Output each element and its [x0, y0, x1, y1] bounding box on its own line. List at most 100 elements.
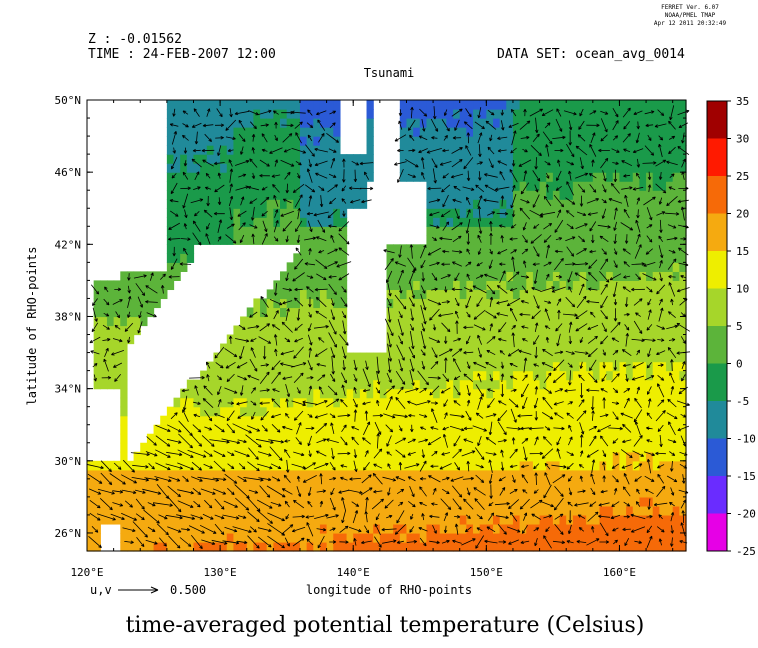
map-cell: [612, 199, 621, 209]
map-cell: [512, 145, 521, 155]
map-cell: [492, 145, 501, 155]
map-cell: [299, 163, 308, 173]
map-cell: [353, 181, 361, 191]
map-cell: [246, 118, 254, 128]
velocity-vector: [485, 413, 497, 418]
velocity-vector: [404, 387, 419, 393]
map-cell: [439, 235, 447, 245]
map-cell: [206, 154, 215, 164]
velocity-vector: [341, 510, 346, 524]
velocity-vector: [485, 452, 497, 456]
map-cell: [173, 532, 181, 543]
velocity-vector: [568, 487, 573, 496]
velocity-vector: [179, 262, 192, 266]
map-cell: [619, 343, 627, 354]
map-cell: [572, 154, 581, 164]
velocity-vector: [420, 349, 426, 356]
map-cell: [612, 388, 621, 399]
map-cell: [200, 505, 208, 516]
velocity-vector: [439, 161, 452, 166]
map-cell: [559, 415, 567, 426]
map-cell: [532, 388, 541, 399]
map-cell: [333, 163, 341, 173]
map-cell: [393, 505, 401, 516]
map-cell: [506, 469, 514, 480]
map-cell: [506, 541, 514, 552]
velocity-vector: [359, 186, 374, 191]
velocity-vector: [145, 539, 158, 545]
map-cell: [433, 262, 441, 272]
map-cell: [319, 496, 328, 507]
velocity-vector: [327, 184, 338, 193]
velocity-vector: [398, 120, 403, 130]
map-cell: [160, 442, 168, 453]
map-cell: [632, 334, 641, 345]
map-cell: [679, 478, 687, 489]
map-cell: [506, 118, 514, 128]
velocity-vector: [273, 334, 278, 346]
velocity-vector: [466, 460, 470, 472]
map-cell: [572, 226, 581, 236]
map-cell: [652, 487, 660, 498]
velocity-vector: [131, 477, 150, 482]
map-cell: [313, 226, 321, 236]
map-cell: [566, 262, 574, 272]
velocity-vector: [534, 537, 538, 547]
map-cell: [606, 226, 614, 236]
map-cell: [659, 235, 667, 245]
map-cell: [499, 145, 507, 155]
map-cell: [446, 316, 454, 327]
map-cell: [366, 451, 374, 462]
map-cell: [319, 280, 328, 291]
map-cell: [293, 415, 301, 426]
velocity-vector: [147, 502, 156, 507]
map-cell: [466, 244, 474, 254]
velocity-vector: [454, 462, 460, 471]
map-cell: [87, 496, 95, 507]
map-cell: [619, 262, 627, 272]
map-cell: [532, 181, 541, 191]
map-cell: [539, 208, 547, 218]
map-cell: [113, 496, 121, 507]
map-cell: [519, 415, 527, 426]
map-cell: [546, 379, 554, 390]
map-cell: [572, 442, 581, 453]
velocity-vector: [453, 337, 462, 342]
map-cell: [333, 208, 341, 218]
map-cell: [606, 118, 614, 128]
velocity-vector: [454, 119, 460, 131]
map-cell: [532, 190, 541, 200]
velocity-vector: [194, 131, 199, 145]
map-cell: [652, 451, 660, 462]
velocity-vector: [385, 395, 393, 410]
map-cell: [639, 154, 647, 164]
map-cell: [559, 379, 567, 390]
map-cell: [546, 289, 554, 300]
map-cell: [87, 523, 95, 534]
map-cell: [213, 487, 221, 498]
map-cell: [413, 523, 421, 534]
map-cell: [399, 172, 408, 182]
map-cell: [506, 442, 514, 453]
map-cell: [579, 532, 587, 543]
map-cell: [473, 262, 481, 272]
velocity-vector: [451, 250, 463, 254]
map-cell: [466, 262, 474, 272]
map-cell: [659, 280, 667, 291]
map-cell: [220, 145, 228, 155]
velocity-vector: [431, 158, 438, 169]
map-cell: [666, 406, 674, 417]
map-cell: [253, 226, 261, 236]
map-cell: [226, 217, 235, 227]
map-cell: [492, 109, 501, 119]
map-cell: [133, 541, 141, 552]
map-cell: [293, 154, 301, 164]
map-cell: [486, 334, 494, 345]
map-cell: [413, 442, 421, 453]
velocity-vector: [575, 310, 588, 320]
velocity-vector: [557, 309, 561, 320]
map-cell: [419, 100, 428, 110]
velocity-vector: [273, 220, 279, 233]
map-cell: [599, 208, 607, 218]
map-cell: [539, 289, 547, 300]
